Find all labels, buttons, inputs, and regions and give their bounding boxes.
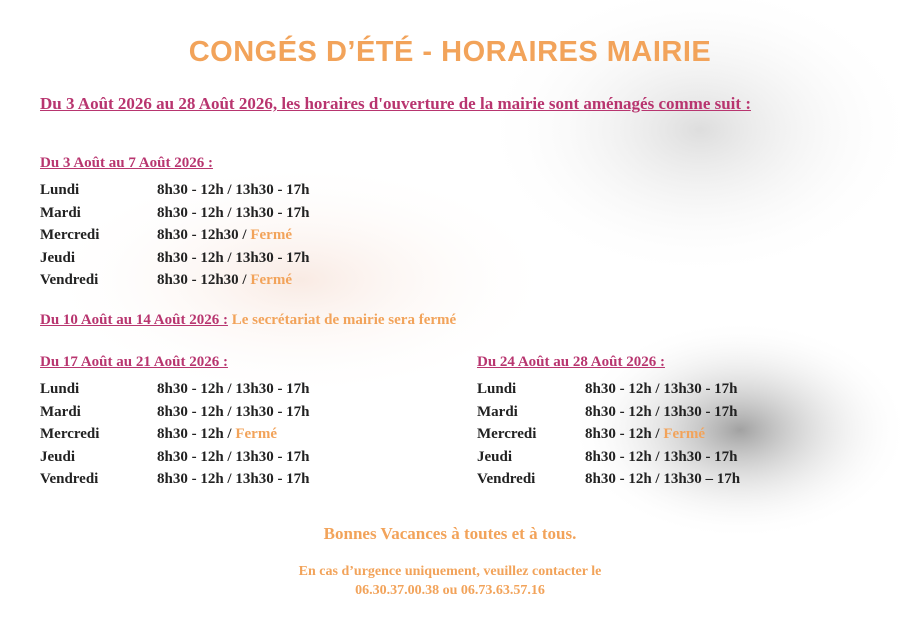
hours-cell: 8h30 - 12h / 13h30 – 17h [585,471,740,488]
title: CONGÉS D’ÉTÉ - HORAIRES MAIRIE [188,36,712,68]
hours-cell: 8h30 - 12h30 / Fermé [157,272,292,289]
hours: 8h30 - 12h / 13h30 - 17h [157,381,310,397]
schedule-row: Vendredi 8h30 - 12h30 / Fermé [40,272,440,295]
schedule-row: Mercredi 8h30 - 12h / Fermé [477,426,877,449]
hours: 8h30 - 12h30 / [157,227,247,243]
day: Vendredi [40,471,99,487]
hours-cell: 8h30 - 12h / 13h30 - 17h [157,471,310,488]
hours-cell: 8h30 - 12h / Fermé [157,426,277,443]
hours: 8h30 - 12h / [157,426,232,442]
contact: En cas d’urgence uniquement, veuillez co… [298,564,602,579]
hours: 8h30 - 12h / 13h30 - 17h [157,182,310,198]
day: Lundi [40,182,80,198]
schedule-row: Lundi 8h30 - 12h / 13h30 - 17h [40,381,440,404]
schedule-row: Lundi 8h30 - 12h / 13h30 - 17h [477,381,877,404]
day: Vendredi [40,272,99,288]
week-block: Du 3 Août au 7 Août 2026 : Lundi 8h30 - 12… [40,154,440,295]
schedule-row: Mercredi 8h30 - 12h / Fermé [40,426,440,449]
day: Lundi [40,381,80,397]
week-rows: Lundi 8h30 - 12h / 13h30 - 17h Mardi 8h30 -… [40,182,440,295]
closed-week-heading: Du 10 Août au 14 Août 2026 : [40,312,228,328]
closed: Fermé [663,426,705,442]
hours-cell: 8h30 - 12h / 13h30 - 17h [585,449,738,466]
schedule-row: Jeudi 8h30 - 12h / 13h30 - 17h [477,449,877,472]
hours-cell: 8h30 - 12h / 13h30 - 17h [157,182,310,199]
week-heading: Du 3 Août au 7 Août 2026 : [40,155,213,171]
hours: 8h30 - 12h / 13h30 – 17h [585,471,741,487]
day: Mardi [40,403,81,420]
day: Jeudi [477,448,513,465]
closed-week-text: Le secrétariat de mairie sera fermé [231,312,457,328]
day: Jeudi [40,249,76,266]
schedule-row: Lundi 8h30 - 12h / 13h30 - 17h [40,182,440,205]
week-heading: Du 17 Août au 21 Août 2026 : [40,354,228,370]
hours-cell: 8h30 - 12h / 13h30 - 17h [157,381,310,398]
hours-cell: 8h30 - 12h / 13h30 - 17h [585,381,738,398]
day: Jeudi [40,448,76,465]
day: Vendredi [477,471,536,487]
hours: 8h30 - 12h / 13h30 - 17h [157,249,310,266]
hours: 8h30 - 12h / 13h30 - 17h [157,448,310,465]
hours: 8h30 - 12h / 13h30 - 17h [157,471,310,487]
hours: 8h30 - 12h / [585,426,660,442]
hours: 8h30 - 12h / 13h30 - 17h [585,448,738,465]
hours-cell: 8h30 - 12h / 13h30 - 17h [157,404,310,421]
schedule-row: Mardi 8h30 - 12h / 13h30 - 17h [40,205,440,228]
day: Mardi [477,403,518,420]
schedule-row: Vendredi 8h30 - 12h / 13h30 - 17h [40,471,440,494]
day: Lundi [477,381,517,397]
schedule-row: Mercredi 8h30 - 12h30 / Fermé [40,227,440,250]
hours: 8h30 - 12h / 13h30 - 17h [157,204,310,221]
hours-cell: 8h30 - 12h / Fermé [585,426,705,443]
hours: 8h30 - 12h / 13h30 - 17h [157,403,310,420]
day: Mercredi [40,426,100,442]
hours: 8h30 - 12h / 13h30 - 17h [585,381,738,397]
week-heading: Du 24 Août au 28 Août 2026 : [477,354,665,370]
hours-cell: 8h30 - 12h30 / Fermé [157,227,292,244]
schedule-row: Vendredi 8h30 - 12h / 13h30 – 17h [477,471,877,494]
greeting: Bonnes Vacances à toutes et à tous. [323,524,577,543]
week-rows: Lundi 8h30 - 12h / 13h30 - 17h Mardi 8h30 -… [40,381,440,494]
schedule-row: Mardi 8h30 - 12h / 13h30 - 17h [477,404,877,427]
hours: 8h30 - 12h / 13h30 - 17h [585,403,738,420]
hours-cell: 8h30 - 12h / 13h30 - 17h [157,250,310,267]
week-rows: Lundi 8h30 - 12h / 13h30 - 17h Mardi 8h30 -… [477,381,877,494]
hours: 8h30 - 12h30 / [157,272,247,288]
closed: Fermé [235,426,277,442]
day: Mardi [40,204,81,221]
intro: Du 3 Août 2026 au 28 Août 2026, les hora… [40,94,751,113]
hours-cell: 8h30 - 12h / 13h30 - 17h [585,404,738,421]
closed: Fermé [250,227,292,243]
phones: 06.30.37.00.38 ou 06.73.63.57.16 [355,583,545,598]
week-block: Du 24 Août au 28 Août 2026 : Lundi 8h30 - … [477,353,877,494]
hours-cell: 8h30 - 12h / 13h30 - 17h [157,449,310,466]
day: Mercredi [477,426,537,442]
schedule-row: Jeudi 8h30 - 12h / 13h30 - 17h [40,449,440,472]
closed-week: Du 10 Août au 14 Août 2026 : Le secrétar… [40,312,456,329]
week-block: Du 17 Août au 21 Août 2026 : Lundi 8h30 - … [40,353,440,494]
day: Mercredi [40,227,100,243]
schedule-row: Mardi 8h30 - 12h / 13h30 - 17h [40,404,440,427]
hours-cell: 8h30 - 12h / 13h30 - 17h [157,205,310,222]
closed: Fermé [250,272,292,288]
schedule-row: Jeudi 8h30 - 12h / 13h30 - 17h [40,250,440,273]
